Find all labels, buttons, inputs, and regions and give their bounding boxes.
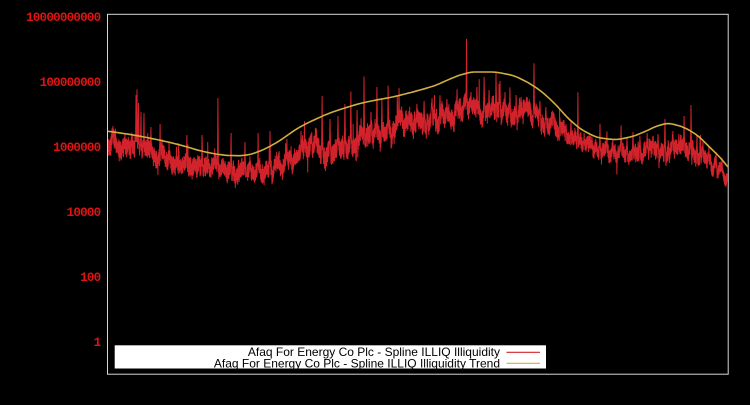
svg-text:10000000000: 10000000000 bbox=[26, 11, 101, 25]
svg-text:1: 1 bbox=[94, 336, 102, 350]
svg-text:100: 100 bbox=[80, 271, 101, 285]
svg-text:Afaq For Energy Co Plc - Splin: Afaq For Energy Co Plc - Spline ILLIQ Il… bbox=[214, 356, 500, 370]
svg-text:10000: 10000 bbox=[67, 206, 101, 220]
svg-text:Afaq For Energy Co Plc - Splin: Afaq For Energy Co Plc - Spline ILLIQ Il… bbox=[248, 345, 500, 359]
svg-text:1000000: 1000000 bbox=[53, 141, 101, 155]
svg-text:100000000: 100000000 bbox=[40, 76, 101, 90]
